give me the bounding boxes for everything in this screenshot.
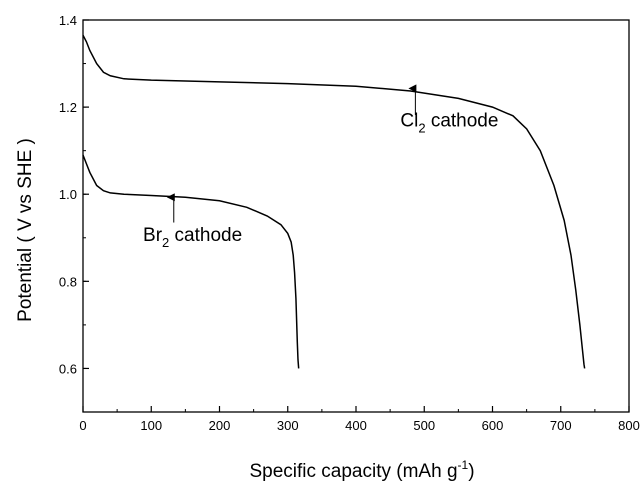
y-axis-title: Potential ( V vs SHE ) xyxy=(15,138,36,322)
br2-discharge-curve xyxy=(82,154,300,369)
y-tick-label: 0.8 xyxy=(59,274,77,289)
x-tick-label: 300 xyxy=(277,418,299,433)
y-tick-label: 1.4 xyxy=(59,13,77,28)
x-tick-label: 700 xyxy=(550,418,572,433)
y-tick-label: 1.2 xyxy=(59,100,77,115)
x-tick-label: 800 xyxy=(618,418,640,433)
plot-frame xyxy=(82,19,630,413)
x-tick-label: 0 xyxy=(79,418,86,433)
x-axis-title: Specific capacity (mAh g-1) xyxy=(249,458,474,482)
cl2-cathode-label: Cl2 cathode xyxy=(400,111,498,136)
br2-cathode-label: Br2 cathode xyxy=(143,225,242,250)
x-tick-label: 500 xyxy=(413,418,435,433)
plot-layer xyxy=(82,34,586,369)
y-tick-label: 1.0 xyxy=(59,187,77,202)
y-tick-label: 0.6 xyxy=(59,361,77,376)
x-tick-label: 600 xyxy=(482,418,504,433)
x-tick-label: 100 xyxy=(140,418,162,433)
ticks-layer: 0 100 200 300 400 500 600 700 800 0.6 0.8 1.0 1.2 1.4 xyxy=(59,13,640,433)
x-tick-label: 400 xyxy=(345,418,367,433)
x-tick-label: 200 xyxy=(209,418,231,433)
cl2-discharge-curve xyxy=(82,34,586,369)
